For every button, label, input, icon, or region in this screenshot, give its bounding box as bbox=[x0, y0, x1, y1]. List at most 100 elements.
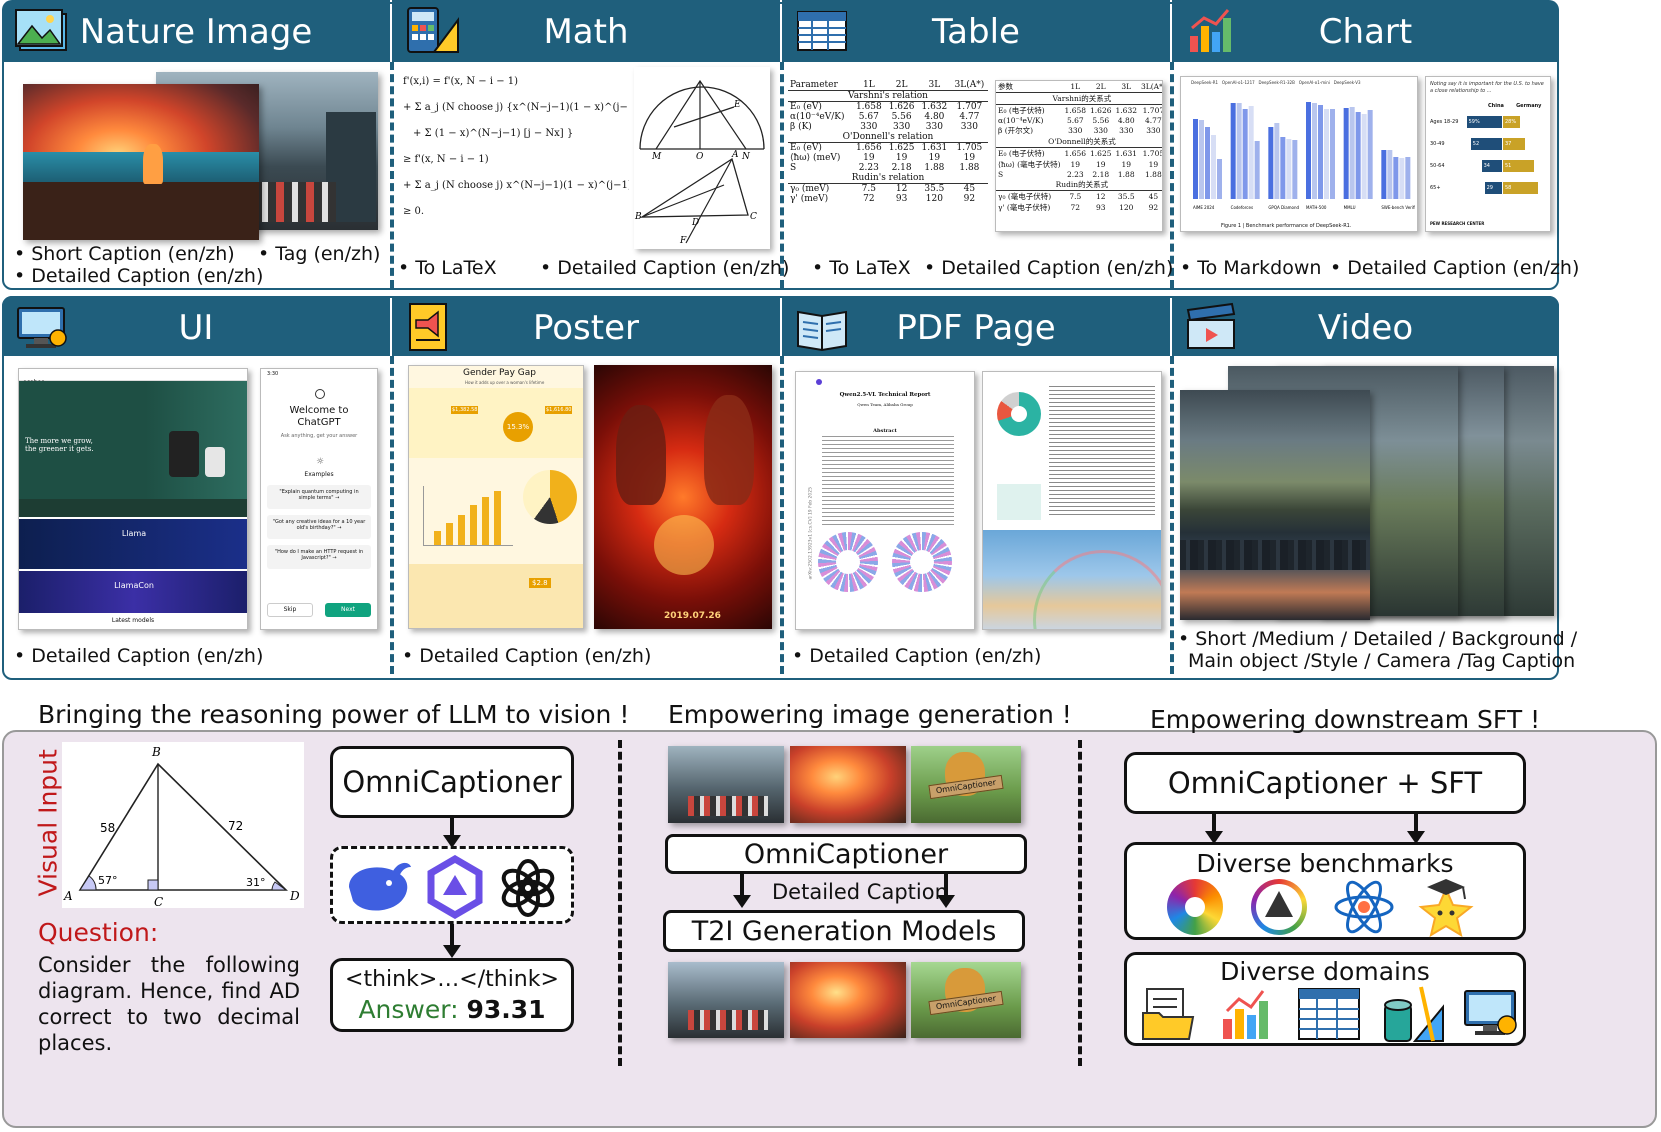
benchmark-bar bbox=[1399, 158, 1405, 199]
table-row: ⟨ħω⟩ (毫电子伏特) 19 19 19 19 bbox=[996, 159, 1162, 170]
row2-divider-2 bbox=[780, 356, 784, 674]
row1-divider-2 bbox=[780, 62, 784, 288]
vertex-b: B bbox=[151, 745, 161, 759]
qwen-logo-icon bbox=[427, 855, 483, 919]
table-cell: 19 bbox=[1121, 160, 1132, 169]
math-line: + Σ a_j (N choose j) x^(N−j−1)(1 − x)^(j… bbox=[403, 180, 629, 191]
landscape-picture-icon bbox=[15, 9, 67, 51]
benchmark-category-label: Codeforces bbox=[1231, 205, 1253, 210]
math-line: ≥ 0. bbox=[403, 206, 425, 217]
triangle-logo-icon bbox=[1251, 879, 1307, 935]
benchmark-bar bbox=[1367, 110, 1373, 199]
open-book-icon bbox=[797, 310, 847, 352]
caption-math-detailed: • Detailed Caption (en/zh) bbox=[540, 257, 790, 279]
benchmark-bar bbox=[1324, 109, 1329, 199]
table-cell: 1.707 bbox=[1142, 106, 1163, 115]
row2-divider-1 bbox=[390, 356, 394, 674]
caption-ui-detailed: • Detailed Caption (en/zh) bbox=[14, 645, 264, 667]
angle-d-label: 31° bbox=[246, 876, 266, 889]
table-section-label: Rudin的关系式 bbox=[996, 179, 1162, 191]
vertex-a: A bbox=[63, 889, 73, 903]
legend-entry: DeepSeek-V3 bbox=[1333, 80, 1361, 85]
table-row: γ₀ (meV) 7.5 12 35.5 45 bbox=[788, 184, 988, 194]
pew-col: China bbox=[1488, 103, 1504, 109]
pew-bar-germany: 37 bbox=[1503, 138, 1526, 150]
answer-label: Answer: bbox=[358, 995, 459, 1024]
header-ui: UI bbox=[2, 296, 390, 356]
table-row: γ' (毫电子伏特) 72 93 120 92 bbox=[996, 202, 1162, 213]
math-line: + Σ a_j (N choose j) {x^(N−j−1)(1 − x)^(… bbox=[403, 102, 629, 113]
header-nature-image: Nature Image bbox=[2, 0, 390, 62]
table-cell: 1.631 bbox=[1115, 149, 1137, 158]
table-row: E₀ (eV) 1.658 1.626 1.632 1.707 bbox=[788, 102, 988, 112]
diverse-domains-box: Diverse domains bbox=[1124, 952, 1526, 1046]
gen-input-dog-photo: OmniCaptioner bbox=[911, 746, 1021, 823]
benchmark-bar bbox=[1355, 112, 1361, 199]
color-wheel-icon bbox=[1167, 879, 1223, 935]
header-label: Poster bbox=[532, 308, 640, 348]
table-cell: 2.23 bbox=[1066, 170, 1084, 179]
benchmark-bar bbox=[1268, 127, 1274, 199]
chat-example-3[interactable]: "How do I make an HTTP request in Javasc… bbox=[267, 545, 371, 569]
gen-input-city-photo bbox=[668, 746, 784, 823]
chat-example-2[interactable]: "Got any creative ideas for a 10 year ol… bbox=[267, 515, 371, 539]
arrow-down bbox=[443, 818, 461, 848]
benchmark-bar bbox=[1349, 107, 1355, 199]
table-cell: 330 bbox=[960, 122, 978, 132]
table-cell: α(10⁻⁴eV/K) bbox=[790, 112, 845, 122]
chat-next-button[interactable]: Next bbox=[325, 603, 371, 617]
pdf-title: Qwen2.5-VL Technical Report bbox=[839, 392, 931, 398]
nature-sunset-beach-photo bbox=[23, 84, 259, 240]
benchmark-bar bbox=[1254, 141, 1260, 199]
pew-bar-china: 29 bbox=[1484, 182, 1502, 194]
table-cell: 5.67 bbox=[858, 112, 879, 122]
benchmark-bar bbox=[1318, 105, 1323, 199]
pew-row: 65+ 29 58 bbox=[1430, 179, 1548, 201]
pew-source: PEW RESEARCH CENTER bbox=[1430, 221, 1485, 226]
table-cell: 3L bbox=[1113, 81, 1139, 93]
table-cell: 330 bbox=[925, 122, 943, 132]
pdf-chinese-page-sample bbox=[982, 371, 1162, 630]
table-cell: α(10⁻⁴eV/K) bbox=[998, 116, 1044, 125]
header-poster: Poster bbox=[392, 296, 780, 356]
table-cell: 1.632 bbox=[921, 102, 948, 112]
gen-output-city-photo bbox=[668, 962, 784, 1038]
table-cell: 2L bbox=[885, 80, 918, 91]
table-cell: 2.18 bbox=[1092, 170, 1110, 179]
table-cell: E₀ (电子伏特) bbox=[998, 106, 1045, 115]
header-label: PDF Page bbox=[896, 308, 1056, 348]
poster-value: $1,616.80 bbox=[545, 406, 573, 414]
header-label: Nature Image bbox=[79, 12, 313, 52]
pew-bar-germany: 51 bbox=[1503, 160, 1534, 172]
arrow-down bbox=[1407, 814, 1425, 844]
table-cell: 参数 bbox=[996, 81, 1063, 93]
arrow-down bbox=[733, 874, 751, 908]
table-cell: β (开尔文) bbox=[998, 126, 1034, 135]
arrow-down bbox=[1205, 814, 1223, 844]
chart-pew-sample: Noting say it is important for the U.S. … bbox=[1425, 76, 1551, 232]
table-cell: 1.632 bbox=[1115, 106, 1137, 115]
bar-chart-icon bbox=[1223, 990, 1268, 1039]
table-cell: ⟨ħω⟩ (毫电子伏特) bbox=[998, 160, 1061, 169]
table-row: β (开尔文) 330 330 330 330 bbox=[996, 125, 1162, 136]
caption-table-detailed: • Detailed Caption (en/zh) bbox=[924, 257, 1174, 279]
benchmark-bar bbox=[1343, 108, 1349, 199]
benchmark-bar bbox=[1292, 140, 1298, 199]
chat-example-1[interactable]: "Explain quantum computing in simple ter… bbox=[267, 485, 371, 509]
table-cell: 4.77 bbox=[1145, 116, 1162, 125]
pew-bar-germany: 58 bbox=[1503, 182, 1538, 194]
caption-poster-detailed: • Detailed Caption (en/zh) bbox=[402, 645, 652, 667]
chat-skip-button[interactable]: Skip bbox=[267, 603, 313, 617]
geo-label: M bbox=[651, 152, 662, 162]
caption-video-line2: Main object /Style / Camera /Tag Caption bbox=[1188, 650, 1576, 672]
header-table: Table bbox=[782, 0, 1170, 62]
deepseek-whale-icon bbox=[349, 862, 411, 911]
table-cell: 35.5 bbox=[924, 184, 945, 194]
table-cell: 92 bbox=[1148, 203, 1159, 212]
table-cell: 1.656 bbox=[855, 143, 882, 153]
benchmark-bar bbox=[1199, 120, 1204, 199]
table-section-row: Rudin's relation bbox=[788, 173, 988, 184]
right-section-title: Empowering downstream SFT ! bbox=[1150, 705, 1541, 734]
pew-bar-china: 52 bbox=[1470, 138, 1502, 150]
table-en: Parameter 1L 2L 3L 3L(A*) Varshni's relation E… bbox=[788, 80, 988, 204]
